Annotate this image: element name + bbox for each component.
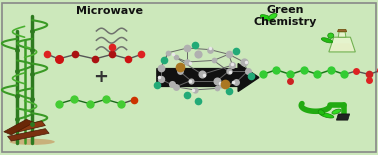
FancyArrow shape [157, 64, 259, 91]
Ellipse shape [9, 139, 55, 145]
Ellipse shape [260, 15, 273, 21]
Polygon shape [330, 43, 354, 51]
Text: Microwave: Microwave [76, 6, 143, 16]
Ellipse shape [328, 33, 334, 38]
Ellipse shape [321, 38, 333, 43]
Polygon shape [15, 121, 45, 132]
Text: Green
Chemistry: Green Chemistry [254, 5, 317, 27]
Polygon shape [338, 29, 347, 32]
Ellipse shape [269, 13, 277, 19]
Polygon shape [338, 32, 346, 37]
Ellipse shape [318, 110, 324, 115]
Ellipse shape [332, 109, 341, 114]
Polygon shape [336, 114, 350, 120]
Polygon shape [8, 129, 49, 141]
Ellipse shape [320, 113, 334, 118]
Polygon shape [329, 37, 355, 52]
Polygon shape [4, 119, 34, 135]
Text: +: + [93, 69, 108, 86]
